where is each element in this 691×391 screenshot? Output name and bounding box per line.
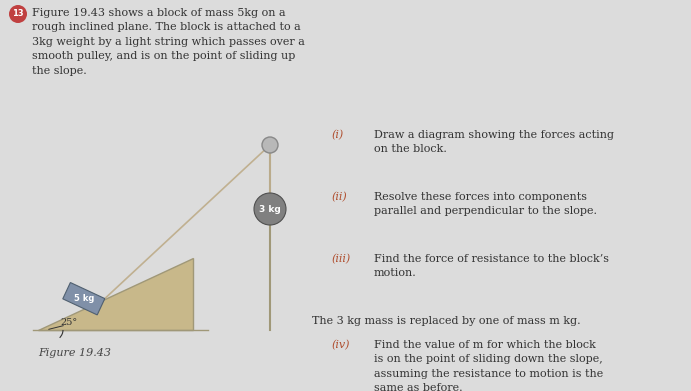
- Circle shape: [262, 137, 278, 153]
- Text: (iv): (iv): [332, 340, 350, 350]
- Text: (iii): (iii): [332, 254, 351, 264]
- Text: 25°: 25°: [60, 318, 77, 327]
- Text: Figure 19.43: Figure 19.43: [38, 348, 111, 358]
- Text: 3 kg: 3 kg: [259, 204, 281, 213]
- Text: Resolve these forces into components
parallel and perpendicular to the slope.: Resolve these forces into components par…: [374, 192, 597, 216]
- Text: The 3 kg mass is replaced by one of mass m kg.: The 3 kg mass is replaced by one of mass…: [312, 316, 580, 326]
- Text: (i): (i): [332, 130, 344, 140]
- Circle shape: [9, 5, 27, 23]
- Text: 13: 13: [12, 9, 23, 18]
- Text: Draw a diagram showing the forces acting
on the block.: Draw a diagram showing the forces acting…: [374, 130, 614, 154]
- Text: (ii): (ii): [332, 192, 348, 202]
- Text: Figure 19.43 shows a block of mass 5kg on a
rough inclined plane. The block is a: Figure 19.43 shows a block of mass 5kg o…: [32, 8, 305, 75]
- Text: Find the value of m for which the block
is on the point of sliding down the slop: Find the value of m for which the block …: [374, 340, 603, 391]
- Text: Find the force of resistance to the block’s
motion.: Find the force of resistance to the bloc…: [374, 254, 609, 278]
- Circle shape: [254, 193, 286, 225]
- Text: 5 kg: 5 kg: [74, 294, 94, 303]
- Polygon shape: [38, 258, 193, 330]
- Polygon shape: [63, 283, 105, 315]
